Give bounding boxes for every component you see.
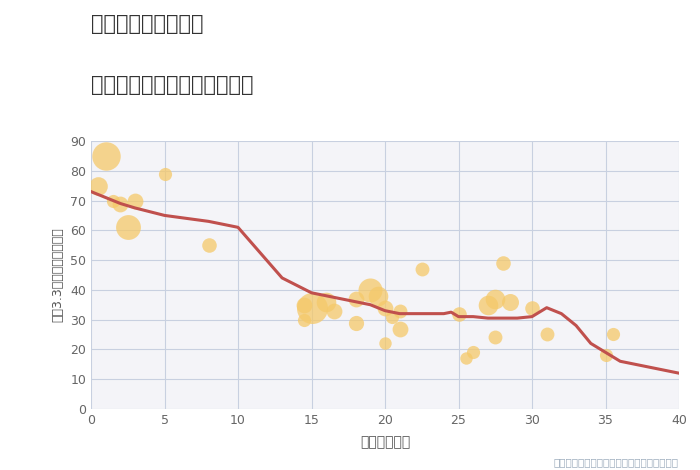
Point [526,304,538,312]
Point [490,334,501,341]
Point [453,310,464,317]
Point [365,286,376,294]
Text: 三重県鈴鹿市秋永町: 三重県鈴鹿市秋永町 [91,14,204,34]
X-axis label: 築年数（年）: 築年数（年） [360,435,410,449]
Point [541,331,552,338]
Point [379,340,391,347]
Point [159,170,170,178]
Text: 築年数別中古マンション価格: 築年数別中古マンション価格 [91,75,253,95]
Point [350,295,361,303]
Point [130,197,141,204]
Point [372,292,384,299]
Point [490,295,501,303]
Point [321,298,332,306]
Point [328,307,340,314]
Point [350,319,361,326]
Point [306,304,317,312]
Point [461,354,472,362]
Point [504,298,515,306]
Point [92,182,104,189]
Point [115,200,126,207]
Point [394,307,405,314]
Point [608,331,619,338]
Point [468,349,479,356]
Point [600,352,611,359]
Point [386,313,398,321]
Point [394,325,405,332]
Point [100,152,111,160]
Point [379,304,391,312]
Point [108,197,119,204]
Point [203,242,214,249]
Point [122,224,133,231]
Point [416,265,427,273]
Text: 円の大きさは、取引のあった物件面積を示す: 円の大きさは、取引のあった物件面積を示す [554,457,679,467]
Point [298,301,309,308]
Point [482,301,493,308]
Y-axis label: 平（3.3㎡）単価（万円）: 平（3.3㎡）単価（万円） [52,227,64,322]
Point [497,259,508,267]
Point [298,316,309,323]
